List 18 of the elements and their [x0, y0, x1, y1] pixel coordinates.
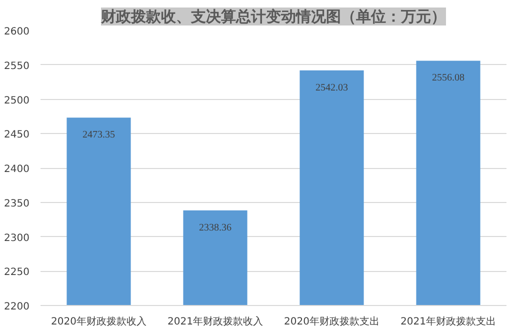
x-tick-label: 2021年财政拨款收入: [168, 316, 263, 328]
y-tick-label: 2450: [4, 130, 30, 141]
y-tick-label: 2400: [4, 164, 30, 175]
x-tick-label: 2020年财政拨款收入: [51, 316, 146, 328]
x-tick-label: 2021年财政拨款支出: [400, 316, 496, 328]
y-tick-label: 2600: [4, 26, 30, 38]
data-label: 2338.36: [199, 222, 232, 234]
y-tick-label: 2550: [4, 60, 30, 72]
y-tick-label: 2350: [4, 198, 30, 210]
data-label: 2473.35: [82, 130, 115, 141]
data-label: 2556.08: [432, 72, 464, 84]
y-tick-label: 2500: [4, 95, 30, 106]
chart-title: 财政拨款收、支决算总计变动情况图（单位：万元）: [100, 8, 446, 26]
y-tick-label: 2300: [4, 232, 30, 244]
y-tick-label: 2200: [4, 302, 30, 312]
y-tick-label: 2250: [4, 267, 30, 278]
data-label: 2542.03: [316, 82, 348, 94]
x-tick-label: 2020年财政拨款支出: [284, 316, 380, 328]
